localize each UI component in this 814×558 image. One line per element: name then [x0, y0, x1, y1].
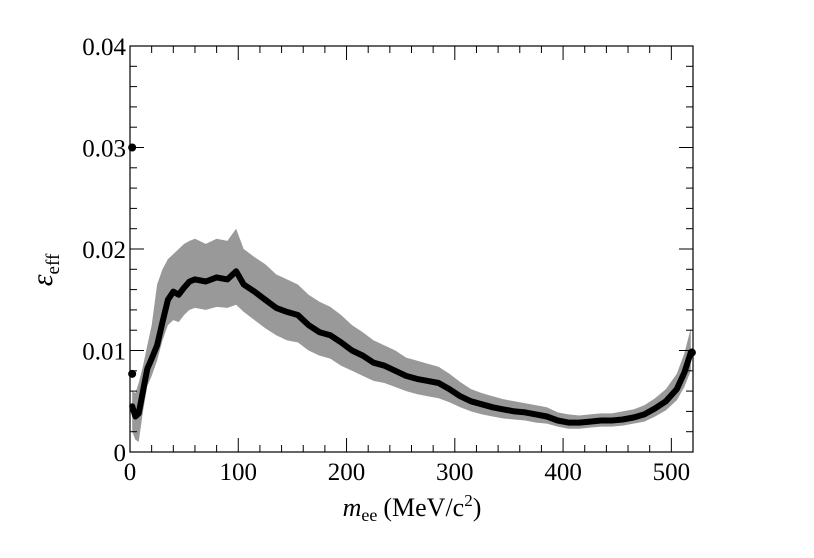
x-axis-title-main: m	[343, 493, 362, 522]
efficiency-line-layer	[129, 268, 694, 426]
y-tick-label-0: 0	[114, 440, 127, 467]
x-tick-label-100: 100	[220, 459, 258, 486]
tick-layer	[129, 45, 694, 453]
tick-label-layer: 0 100 200 300 400 500 0 0.01 0.02 0.03 0.04	[82, 34, 690, 486]
x-tick-label-300: 300	[436, 459, 474, 486]
y-tick-label-1: 0.01	[82, 339, 126, 366]
x-tick-label-200: 200	[328, 459, 366, 486]
x-axis-title: mee (MeV/c2)	[343, 491, 482, 525]
x-tick-label-0: 0	[124, 459, 137, 486]
y-axis-title: εeff	[26, 253, 64, 286]
uncertainty-band	[132, 228, 691, 442]
y-tick-label-4: 0.04	[82, 34, 126, 61]
data-point-marker-2	[687, 348, 696, 357]
y-tick-label-2: 0.02	[82, 237, 126, 264]
y-tick-label-3: 0.03	[82, 136, 126, 163]
uncertainty-band-layer	[132, 228, 691, 442]
x-axis-title-units: (MeV/c	[383, 493, 464, 522]
x-axis-title-units-end: )	[473, 493, 482, 522]
x-axis-title-units-sup: 2	[464, 491, 473, 510]
y-axis-title-sub: eff	[43, 253, 64, 274]
efficiency-line-series-0	[129, 268, 694, 426]
x-axis-title-sub: ee	[361, 505, 377, 525]
y-axis-title-main: ε	[26, 274, 59, 286]
x-tick-label-400: 400	[544, 459, 582, 486]
x-tick-label-500: 500	[653, 459, 691, 486]
y-axis-title-group: εeff	[26, 253, 64, 286]
